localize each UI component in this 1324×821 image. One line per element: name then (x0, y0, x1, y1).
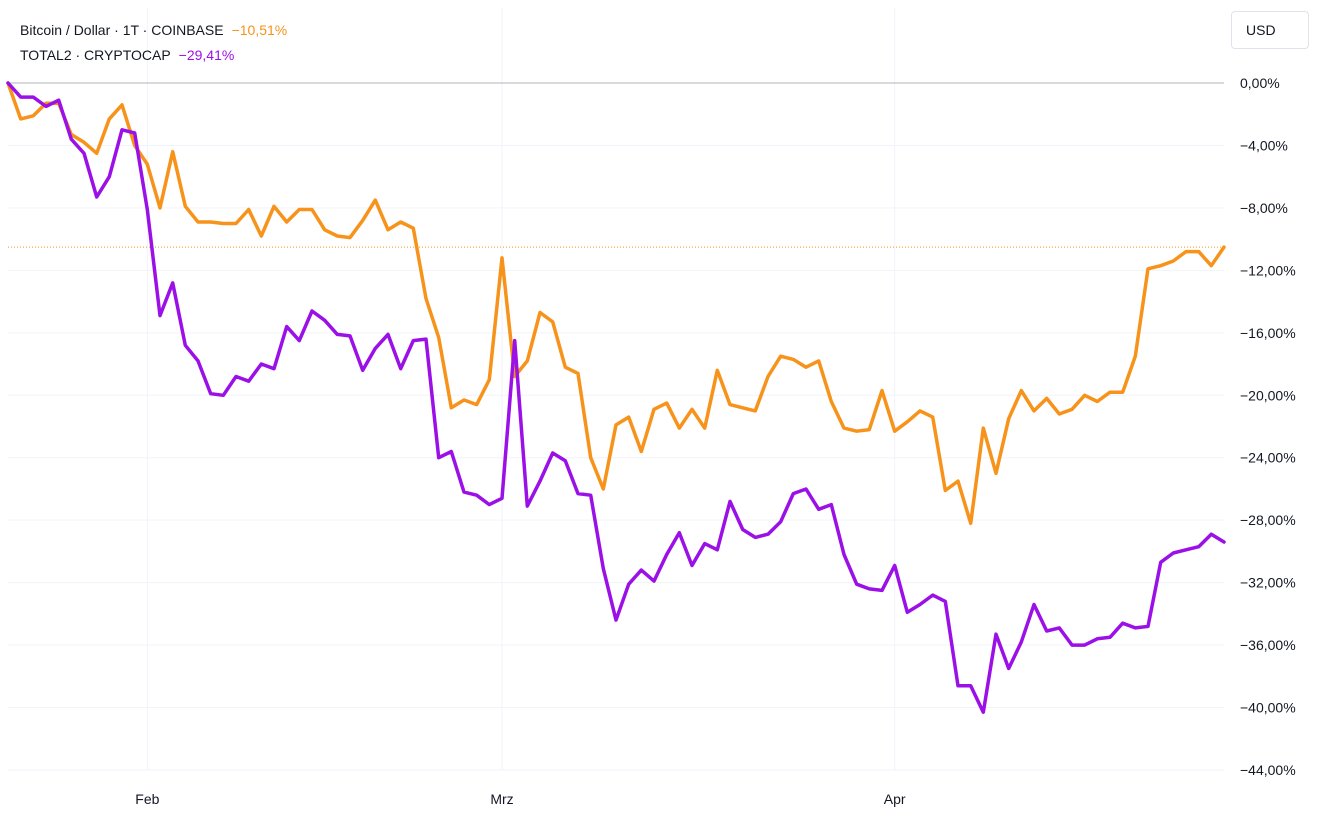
y-tick-label: −32,00% (1240, 575, 1296, 591)
legend-row-total2[interactable]: TOTAL2 · CRYPTOCAP −29,41% (20, 43, 287, 68)
y-tick-label: −8,00% (1240, 200, 1288, 216)
y-tick-label: −20,00% (1240, 387, 1296, 403)
y-tick-label: 0,00% (1240, 75, 1280, 91)
bitcoin-series-line[interactable] (6, 81, 1226, 526)
y-tick-label: −40,00% (1240, 700, 1296, 716)
legend-label-total2: TOTAL2 · CRYPTOCAP (20, 47, 171, 63)
y-tick-label: −28,00% (1240, 512, 1296, 528)
zero-line-layer (8, 82, 1224, 248)
x-tick-label: Feb (135, 791, 159, 807)
x-tick-label: Mrz (490, 791, 513, 807)
currency-button[interactable]: USD (1231, 11, 1309, 49)
y-tick-label: −44,00% (1240, 762, 1296, 778)
x-tick-label: Apr (884, 791, 906, 807)
legend-change-total2: −29,41% (178, 47, 235, 63)
legend-label-bitcoin: Bitcoin / Dollar · 1T · COINBASE (20, 22, 224, 38)
y-tick-label: −24,00% (1240, 450, 1296, 466)
legend: Bitcoin / Dollar · 1T · COINBASE −10,51% … (20, 18, 287, 68)
y-tick-label: −4,00% (1240, 137, 1288, 153)
total2-series-line[interactable] (6, 81, 1226, 714)
y-tick-label: −16,00% (1240, 325, 1296, 341)
legend-row-bitcoin[interactable]: Bitcoin / Dollar · 1T · COINBASE −10,51% (20, 18, 287, 43)
y-tick-label: −12,00% (1240, 262, 1296, 278)
axis-layer: 0,00% −4,00% −8,00% −12,00% −16,00% −20,00% −2… (135, 75, 1295, 807)
legend-change-bitcoin: −10,51% (231, 22, 288, 38)
grid-layer (8, 8, 1224, 771)
y-tick-label: −36,00% (1240, 637, 1296, 653)
series-layer (6, 81, 1226, 714)
